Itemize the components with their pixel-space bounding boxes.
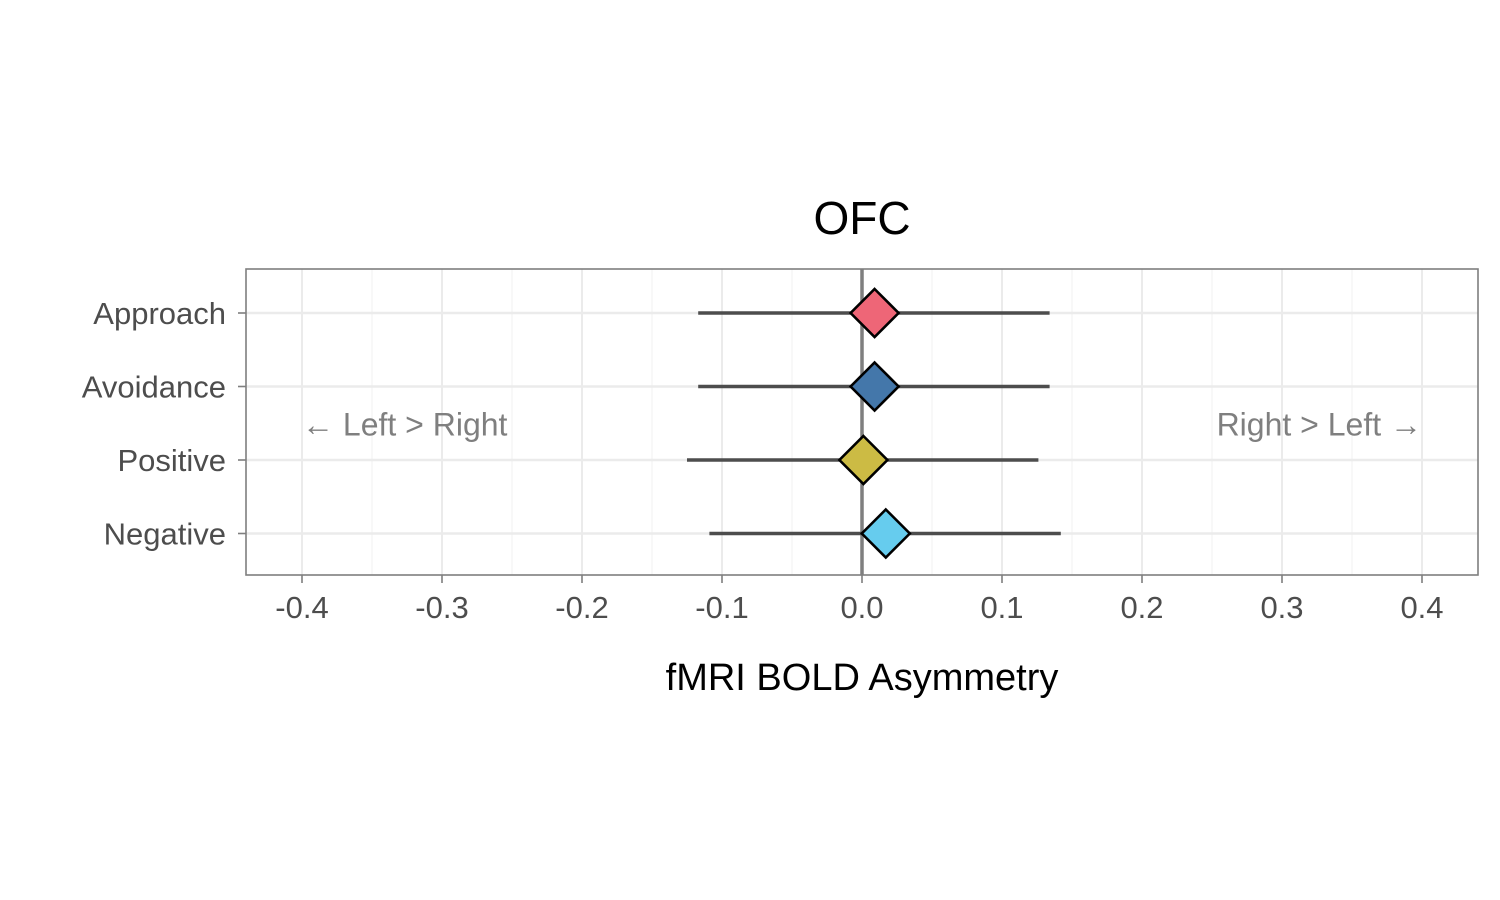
x-tick-label: -0.1 [695,590,748,625]
error-bars [687,311,1061,536]
annotations: ← Left > Right Right > Left → [302,406,1422,442]
x-tick-label: -0.2 [555,590,608,625]
x-tick-label: 0.3 [1260,590,1303,625]
estimate-diamond-negative [859,507,912,560]
x-tick-label: 0.0 [840,590,883,625]
x-tick-label: -0.4 [275,590,328,625]
y-category-label-approach: Approach [93,296,226,331]
estimate-diamond-positive [837,434,890,486]
chart-title: OFC [813,192,910,244]
x-axis-title: fMRI BOLD Asymmetry [666,657,1059,699]
x-tick-label: 0.1 [980,590,1023,625]
y-axis-labels: Approach Avoidance Positive Negative [82,296,246,552]
y-category-label-positive: Positive [117,443,226,478]
x-tick-label: -0.3 [415,590,468,625]
x-tick-label: 0.4 [1400,590,1443,625]
estimate-points [837,287,912,560]
y-category-label-avoidance: Avoidance [82,370,226,405]
x-tick-label: 0.2 [1120,590,1163,625]
estimate-diamond-avoidance [848,360,901,413]
annotation-left-greater: ← Left > Right [302,406,508,442]
x-axis-ticks: -0.4 -0.3 -0.2 -0.1 0.0 0.1 0.2 0.3 0.4 [275,575,1444,625]
annotation-right-greater: Right > Left → [1217,406,1422,442]
y-category-label-negative: Negative [104,517,226,552]
estimate-diamond-approach [848,287,901,339]
